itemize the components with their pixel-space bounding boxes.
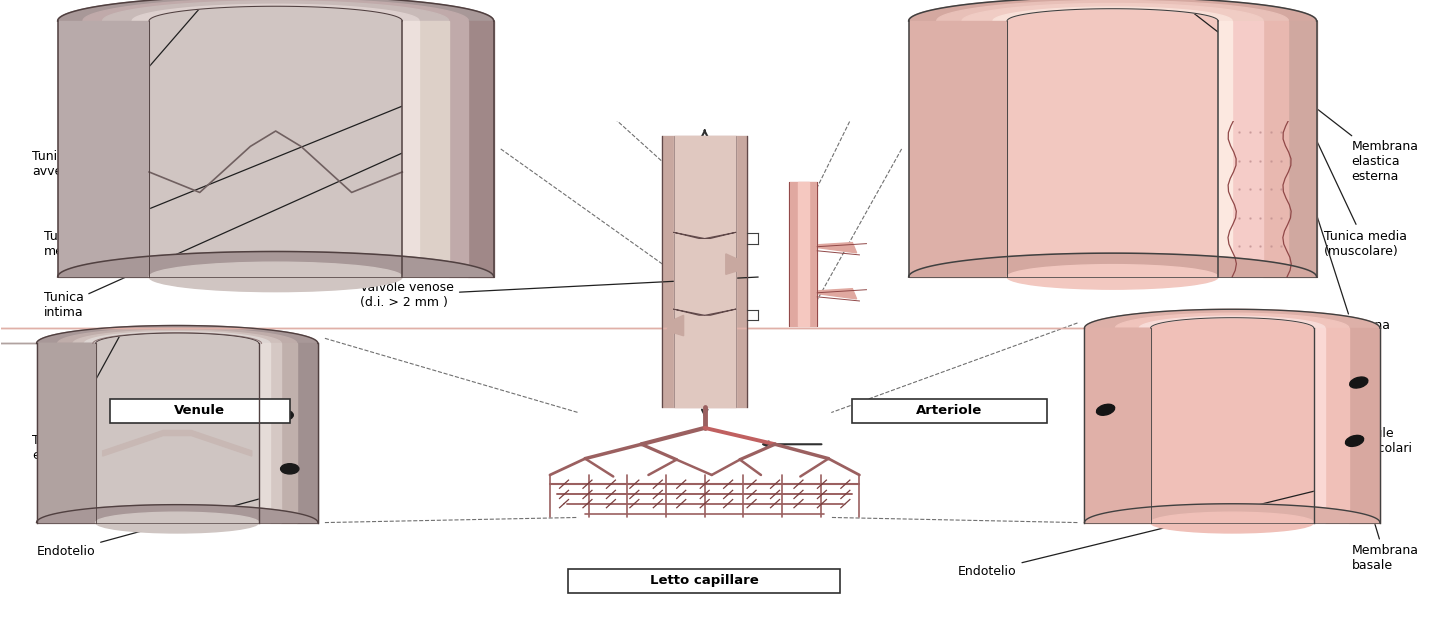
Polygon shape (259, 344, 271, 522)
Polygon shape (1140, 316, 1325, 328)
Polygon shape (402, 21, 420, 277)
Ellipse shape (275, 410, 294, 420)
Polygon shape (726, 254, 743, 275)
Ellipse shape (149, 262, 402, 292)
Polygon shape (798, 182, 809, 325)
Polygon shape (37, 344, 96, 522)
Polygon shape (1219, 21, 1232, 277)
Text: Membrana
elastica
interna: Membrana elastica interna (1306, 183, 1390, 363)
Text: Tunica
intima: Tunica intima (43, 124, 465, 319)
Polygon shape (705, 233, 736, 238)
Polygon shape (803, 243, 856, 253)
Polygon shape (803, 288, 856, 299)
Polygon shape (673, 309, 705, 315)
Polygon shape (673, 233, 705, 238)
Polygon shape (37, 325, 318, 344)
Text: Letto capillare: Letto capillare (650, 574, 759, 588)
Polygon shape (1289, 21, 1316, 277)
Polygon shape (962, 3, 1263, 21)
Text: Membrana
basale: Membrana basale (1352, 506, 1419, 573)
Ellipse shape (281, 463, 299, 474)
Polygon shape (271, 344, 281, 522)
Polygon shape (73, 330, 281, 344)
Polygon shape (420, 21, 448, 277)
Polygon shape (1007, 9, 1219, 277)
Polygon shape (1325, 328, 1349, 522)
Polygon shape (84, 332, 271, 344)
Polygon shape (1116, 313, 1349, 328)
Polygon shape (667, 315, 683, 336)
Polygon shape (663, 136, 748, 408)
Polygon shape (705, 309, 736, 315)
FancyBboxPatch shape (110, 399, 289, 423)
Polygon shape (296, 344, 318, 522)
Text: Venule: Venule (175, 404, 225, 418)
Polygon shape (57, 21, 149, 277)
Ellipse shape (96, 512, 259, 533)
Polygon shape (1150, 318, 1313, 522)
Polygon shape (909, 253, 1316, 277)
Polygon shape (37, 505, 318, 522)
Polygon shape (992, 7, 1232, 21)
Polygon shape (132, 4, 420, 21)
Polygon shape (909, 0, 1316, 21)
Polygon shape (448, 21, 468, 277)
Polygon shape (1313, 328, 1325, 522)
Ellipse shape (1350, 377, 1368, 388)
Polygon shape (149, 6, 402, 277)
Text: Tunica
media: Tunica media (43, 86, 451, 257)
Polygon shape (57, 252, 494, 277)
Text: Arteriole: Arteriole (916, 404, 982, 418)
Ellipse shape (1097, 404, 1114, 415)
Polygon shape (57, 0, 494, 21)
Polygon shape (673, 136, 736, 408)
Text: Tunica media
(muscolare): Tunica media (muscolare) (1303, 113, 1406, 257)
Polygon shape (1349, 328, 1380, 522)
Text: Membrana
elastica
esterna: Membrana elastica esterna (1187, 8, 1419, 183)
Polygon shape (468, 21, 494, 277)
Polygon shape (937, 1, 1289, 21)
Polygon shape (83, 0, 468, 21)
Polygon shape (281, 344, 296, 522)
Polygon shape (1084, 504, 1380, 522)
Polygon shape (1232, 21, 1263, 277)
Ellipse shape (1150, 512, 1313, 533)
Text: Cellule
muscolari
lisce: Cellule muscolari lisce (1352, 389, 1413, 470)
Polygon shape (789, 182, 818, 325)
Text: Tunica
estrema: Tunica estrema (33, 333, 122, 462)
Polygon shape (1084, 328, 1150, 522)
Polygon shape (96, 333, 259, 522)
Ellipse shape (1007, 264, 1219, 289)
Text: Endotelio: Endotelio (37, 488, 301, 559)
Text: Tunica
avventizia: Tunica avventizia (33, 4, 203, 178)
FancyBboxPatch shape (569, 569, 839, 593)
Text: Endotelio: Endotelio (958, 484, 1342, 578)
FancyBboxPatch shape (852, 399, 1047, 423)
Polygon shape (1084, 309, 1380, 328)
Polygon shape (103, 1, 448, 21)
Polygon shape (909, 21, 1007, 277)
Ellipse shape (1346, 436, 1363, 446)
Text: Valvole venose
(d.i. > 2 mm ): Valvole venose (d.i. > 2 mm ) (359, 277, 758, 309)
Polygon shape (1263, 21, 1289, 277)
Polygon shape (103, 430, 252, 456)
Polygon shape (57, 328, 296, 344)
